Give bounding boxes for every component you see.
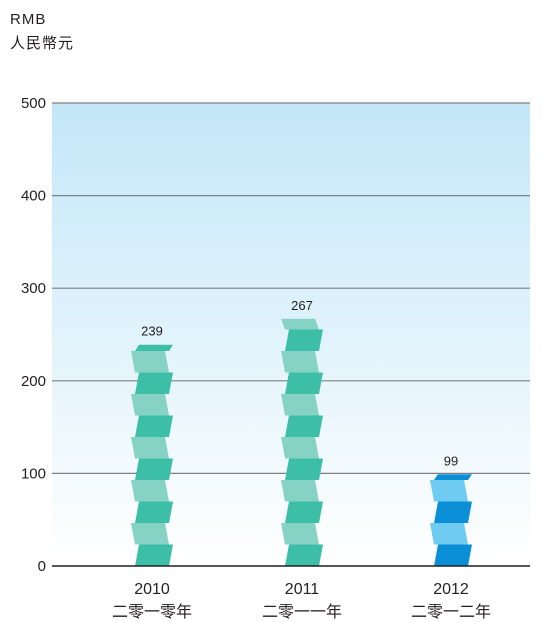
- y-axis-ticks: 0 100 200 300 400 500: [21, 95, 46, 575]
- bar-2011: [281, 318, 323, 566]
- bar-segment: [281, 394, 319, 416]
- bar-2012: [430, 474, 472, 566]
- x-category-label: 2012: [433, 581, 469, 598]
- x-category-label-zh: 二零一二年: [411, 603, 491, 621]
- bar-segment: [135, 372, 173, 394]
- unit-label: RMB 人民幣元: [10, 8, 74, 56]
- bar-segment: [135, 501, 173, 523]
- y-tick-label: 300: [21, 280, 46, 297]
- bar-segment: [281, 523, 319, 545]
- bar-segment: [131, 394, 169, 416]
- bar-segment: [285, 329, 323, 351]
- unit-label-zh: 人民幣元: [10, 35, 75, 52]
- bar-segment: [131, 480, 169, 502]
- bar-segment: [135, 415, 173, 437]
- bar-segment: [281, 480, 319, 502]
- bar-segment: [430, 523, 468, 545]
- bar-segment: [131, 351, 169, 373]
- x-axis-categories: 2010 二零一零年 2011 二零一一年 2012 二零一二年: [112, 581, 491, 621]
- bar-segment: [281, 351, 319, 373]
- bar-segment: [135, 544, 173, 566]
- bar-segment: [131, 437, 169, 459]
- bar-segment: [131, 523, 169, 545]
- bar-segment: [281, 437, 319, 459]
- bar-segment: [135, 458, 173, 480]
- y-tick-label: 100: [21, 465, 46, 482]
- x-category-label-zh: 二零一零年: [112, 603, 192, 621]
- x-category-label: 2010: [134, 581, 170, 598]
- data-label-2010: 239: [141, 324, 163, 339]
- y-tick-label: 500: [21, 95, 46, 112]
- bar-segment: [281, 318, 319, 330]
- unit-label-en: RMB: [10, 11, 47, 28]
- bars: [131, 318, 472, 566]
- bar-segment: [434, 501, 472, 523]
- bar-segment: [434, 544, 472, 566]
- y-tick-label: 400: [21, 188, 46, 205]
- bar-segment: [430, 480, 468, 502]
- data-label-2011: 267: [291, 298, 313, 313]
- bar-segment: [285, 501, 323, 523]
- data-label-2012: 99: [444, 453, 458, 468]
- bar-segment: [135, 344, 173, 351]
- x-category-label: 2011: [285, 581, 320, 598]
- bar-segment: [285, 415, 323, 437]
- bar-segment: [285, 544, 323, 566]
- bar-segment: [285, 458, 323, 480]
- y-tick-label: 0: [38, 558, 46, 575]
- x-category-label-zh: 二零一一年: [262, 603, 342, 621]
- bar-segment: [285, 372, 323, 394]
- y-tick-label: 200: [21, 373, 46, 390]
- data-labels: 239 267 99: [141, 298, 458, 469]
- bar-segment: [434, 474, 472, 480]
- bar-2010: [131, 344, 173, 566]
